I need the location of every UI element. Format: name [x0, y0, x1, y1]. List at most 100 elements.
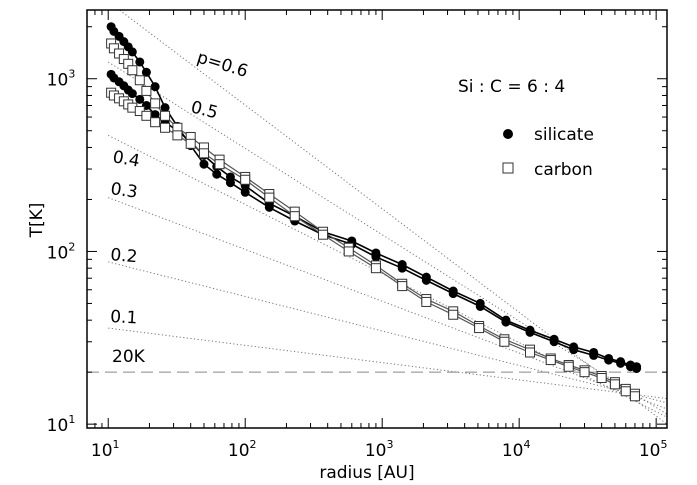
legend-marker-silicate: [503, 129, 513, 139]
x-tick-label: 103: [365, 438, 394, 461]
carbon-point: [474, 323, 485, 334]
y-tick-label: 101: [47, 413, 76, 436]
reference-line: [108, 261, 667, 404]
axis-ticks: [86, 10, 667, 428]
silicate-point: [569, 342, 579, 352]
carbon-point: [370, 263, 381, 274]
silicate-point: [397, 260, 407, 270]
carbon-point: [620, 386, 631, 397]
silicate-point: [141, 67, 151, 77]
carbon-point: [609, 379, 620, 390]
carbon-point: [108, 43, 119, 54]
series-line: [110, 26, 637, 370]
y-tick-label-exp: 2: [68, 240, 75, 253]
silicate-point: [632, 362, 642, 372]
ratio-annotation: Si : C = 6 : 4: [458, 77, 565, 97]
carbon-point: [343, 246, 354, 257]
silicate-point: [448, 286, 458, 296]
reference-line-label: 0.5: [189, 97, 220, 123]
silicate-point: [160, 103, 170, 113]
silicate-point: [199, 159, 209, 169]
x-tick-label-base: 10: [228, 441, 250, 461]
reference-line-label: 0.3: [109, 179, 139, 203]
y-tick-label-base: 10: [47, 243, 69, 263]
silicate-point: [127, 89, 137, 99]
x-axis-label: radius [AU]: [319, 463, 414, 483]
carbon-point: [141, 110, 152, 121]
legend-label-carbon: carbon: [534, 160, 593, 180]
carbon-point: [629, 391, 640, 402]
x-tick-label-exp: 3: [387, 438, 394, 451]
carbon-point: [525, 347, 536, 358]
carbon-point: [214, 159, 225, 170]
carbon-point: [160, 110, 171, 121]
carbon-point: [499, 336, 510, 347]
y-tick-label-exp: 1: [68, 413, 75, 426]
x-tick-label: 102: [228, 438, 257, 461]
y-tick-label-exp: 3: [68, 68, 75, 81]
series-line: [110, 73, 637, 368]
x-tick-label-exp: 2: [250, 438, 257, 451]
silicate-point: [525, 325, 535, 335]
silicate-point: [212, 169, 222, 179]
carbon-point: [141, 85, 152, 96]
x-tick-label-exp: 4: [523, 438, 530, 451]
legend: silicate carbon: [502, 125, 594, 180]
silicate-point: [135, 94, 145, 104]
x-tick-label-exp: 1: [113, 438, 120, 451]
x-tick-label: 104: [502, 438, 531, 461]
reference-lines: [107, 10, 667, 425]
carbon-point: [134, 75, 145, 86]
carbon-point: [240, 174, 251, 185]
silicate-point: [616, 357, 626, 367]
carbon-point: [318, 229, 329, 240]
carbon-point: [545, 355, 556, 366]
carbon-point: [172, 130, 183, 141]
y-axis-label: T[K]: [27, 203, 47, 239]
silicate-point: [371, 248, 381, 258]
silicate-point: [150, 110, 160, 120]
reference-line-label: p=0.6: [195, 48, 251, 82]
x-tick-label: 105: [639, 438, 668, 461]
series-group: [106, 22, 642, 402]
x-tick-label-base: 10: [639, 441, 661, 461]
silicate-point: [421, 272, 431, 282]
silicate-point: [604, 353, 614, 363]
plot-frame: [86, 9, 668, 429]
silicate-point: [135, 57, 145, 67]
carbon-point: [448, 309, 459, 320]
carbon-point: [289, 211, 300, 222]
silicate-point: [501, 315, 511, 325]
carbon-point: [264, 192, 275, 203]
carbon-point: [198, 148, 209, 159]
x-tick-label-exp: 5: [660, 438, 667, 451]
x-tick-label: 101: [91, 438, 120, 461]
carbon-point: [185, 138, 196, 149]
carbon-point: [160, 122, 171, 133]
carbon-point: [596, 373, 607, 384]
y-tick-label: 102: [47, 240, 76, 263]
silicate-point: [150, 82, 160, 92]
threshold-group: 20K: [87, 347, 667, 373]
x-tick-label-base: 10: [502, 441, 524, 461]
silicate-point: [549, 334, 559, 344]
carbon-point: [579, 367, 590, 378]
carbon-point: [127, 65, 138, 76]
silicate-point: [589, 347, 599, 357]
y-tick-label-base: 10: [47, 416, 69, 436]
silicate-point: [225, 172, 235, 182]
silicate-point: [475, 298, 485, 308]
carbon-point: [150, 117, 161, 128]
silicate-point: [127, 47, 137, 57]
x-tick-label-base: 10: [365, 441, 387, 461]
y-tick-label-base: 10: [47, 71, 69, 91]
reference-line: [108, 197, 667, 410]
reference-line-label: 0.1: [110, 307, 138, 328]
reference-line: [108, 327, 667, 400]
carbon-point: [421, 296, 432, 307]
carbon-point: [397, 281, 408, 292]
reference-line: [118, 10, 667, 425]
threshold-label: 20K: [112, 347, 146, 367]
